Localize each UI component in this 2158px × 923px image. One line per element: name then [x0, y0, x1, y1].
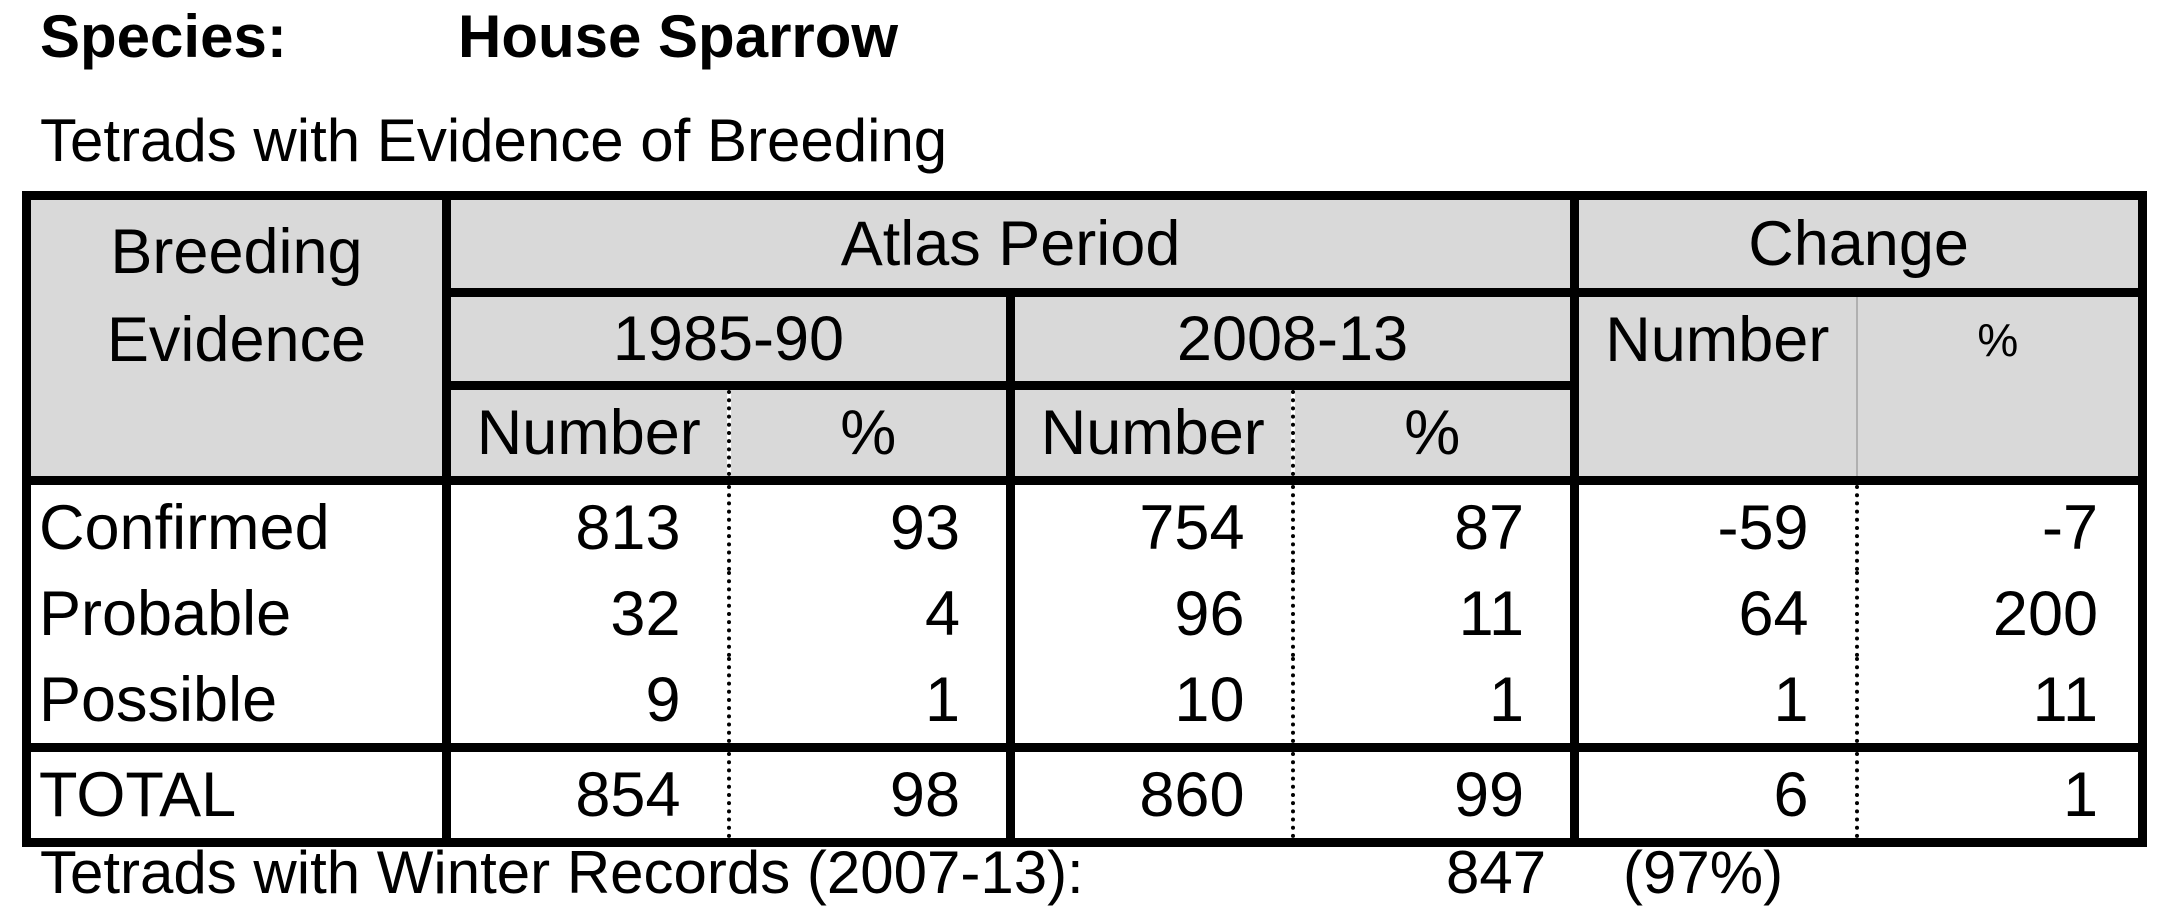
row-label: TOTAL — [22, 743, 451, 847]
winter-records: Tetrads with Winter Records (2007-13): 8… — [40, 838, 2140, 910]
cell-p1-number: 813 — [442, 480, 731, 571]
row-label: Confirmed — [22, 480, 451, 571]
cell-p2-percent: 11 — [1292, 571, 1580, 657]
cell-p1-percent: 93 — [728, 480, 1015, 571]
winter-records-value: 847 — [1446, 839, 1547, 906]
breeding-evidence-header-line1: Breeding — [110, 217, 363, 287]
cell-p2-number: 860 — [1006, 743, 1295, 847]
cell-p2-number: 10 — [1006, 657, 1295, 748]
p1-percent-header: % — [728, 385, 1015, 485]
cell-change-number: 6 — [1570, 743, 1859, 847]
change-number-header: Number — [1570, 292, 1857, 485]
cell-p1-percent: 4 — [728, 571, 1015, 657]
species-label: Species: — [40, 3, 287, 70]
cell-change-number: 64 — [1570, 571, 1859, 657]
period-1985-90-header: 1985-90 — [442, 288, 1015, 390]
p2-number-header: Number — [1006, 385, 1295, 485]
species-name: House Sparrow — [458, 3, 899, 70]
table-row-probable: Probable 32 4 96 11 64 200 — [22, 571, 2148, 657]
breeding-evidence-table: Breeding Evidence Atlas Period Change 19… — [22, 191, 2148, 847]
p2-percent-header: % — [1292, 385, 1580, 485]
cell-p1-percent: 1 — [728, 657, 1015, 748]
winter-records-label: Tetrads with Winter Records (2007-13): — [40, 839, 1084, 906]
period-2008-13-header: 2008-13 — [1005, 288, 1580, 390]
cell-change-number: 1 — [1570, 657, 1859, 748]
cell-change-number: -59 — [1570, 480, 1859, 571]
change-percent-header: % — [1855, 292, 2148, 485]
row-label: Possible — [22, 657, 451, 748]
breeding-table-container: Breeding Evidence Atlas Period Change 19… — [22, 191, 2148, 847]
table-subtitle: Tetrads with Evidence of Breeding — [40, 107, 948, 174]
cell-p2-number: 754 — [1006, 480, 1295, 571]
cell-p2-percent: 87 — [1292, 480, 1580, 571]
atlas-period-header: Atlas Period — [441, 191, 1580, 297]
cell-change-percent: 200 — [1856, 571, 2148, 657]
cell-p2-percent: 99 — [1292, 743, 1580, 847]
change-header: Change — [1570, 191, 2148, 297]
breeding-evidence-header: Breeding Evidence — [22, 191, 451, 485]
table-row-possible: Possible 9 1 10 1 1 11 — [22, 657, 2148, 748]
winter-records-percent: (97%) — [1623, 839, 1784, 906]
cell-p2-percent: 1 — [1292, 657, 1580, 748]
breeding-evidence-header-line2: Evidence — [106, 305, 367, 375]
cell-p1-number: 32 — [442, 571, 731, 657]
cell-change-percent: 1 — [1856, 743, 2148, 847]
table-row-total: TOTAL 854 98 860 99 6 1 — [22, 743, 2148, 847]
cell-change-percent: -7 — [1856, 480, 2148, 571]
row-label: Probable — [22, 571, 451, 657]
cell-p1-number: 9 — [442, 657, 731, 748]
cell-change-percent: 11 — [1856, 657, 2148, 748]
table-row-confirmed: Confirmed 813 93 754 87 -59 -7 — [22, 480, 2148, 571]
p1-number-header: Number — [442, 385, 731, 485]
cell-p1-number: 854 — [442, 743, 731, 847]
cell-p2-number: 96 — [1006, 571, 1295, 657]
cell-p1-percent: 98 — [728, 743, 1015, 847]
